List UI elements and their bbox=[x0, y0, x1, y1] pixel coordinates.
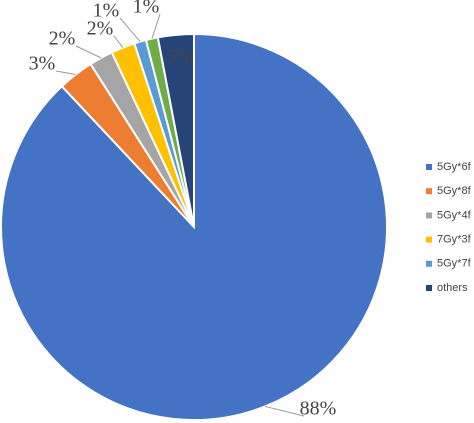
leader-line bbox=[55, 70, 76, 75]
legend-label: 5Gy*7f bbox=[437, 258, 472, 270]
legend-swatch bbox=[426, 236, 432, 243]
data-label: 2% bbox=[49, 28, 76, 50]
legend-swatch bbox=[426, 285, 432, 291]
legend-swatch bbox=[426, 212, 432, 219]
legend-label: 5Gy*8f bbox=[437, 185, 472, 197]
legend-label: 5Gy*4f bbox=[437, 209, 472, 221]
pie-slice bbox=[156, 32, 195, 228]
leader-line bbox=[151, 13, 161, 39]
legend-label: others bbox=[437, 282, 468, 294]
legend-swatch bbox=[426, 164, 432, 170]
data-label: 1% bbox=[133, 0, 160, 18]
leader-line bbox=[75, 45, 102, 59]
leader-line bbox=[113, 35, 124, 48]
legend-label: 5Gy*6f bbox=[437, 161, 472, 173]
leader-line bbox=[119, 17, 141, 42]
data-label: 88% bbox=[300, 398, 337, 420]
legend-label: 7Gy*3f bbox=[437, 234, 472, 246]
legend-swatch bbox=[426, 260, 432, 267]
legend-swatch bbox=[426, 188, 432, 195]
data-label: 1% bbox=[93, 0, 120, 22]
data-label: 3% bbox=[167, 46, 194, 68]
data-label: 3% bbox=[29, 53, 56, 75]
data-label: 2% bbox=[87, 18, 114, 40]
leader-line bbox=[264, 405, 305, 417]
